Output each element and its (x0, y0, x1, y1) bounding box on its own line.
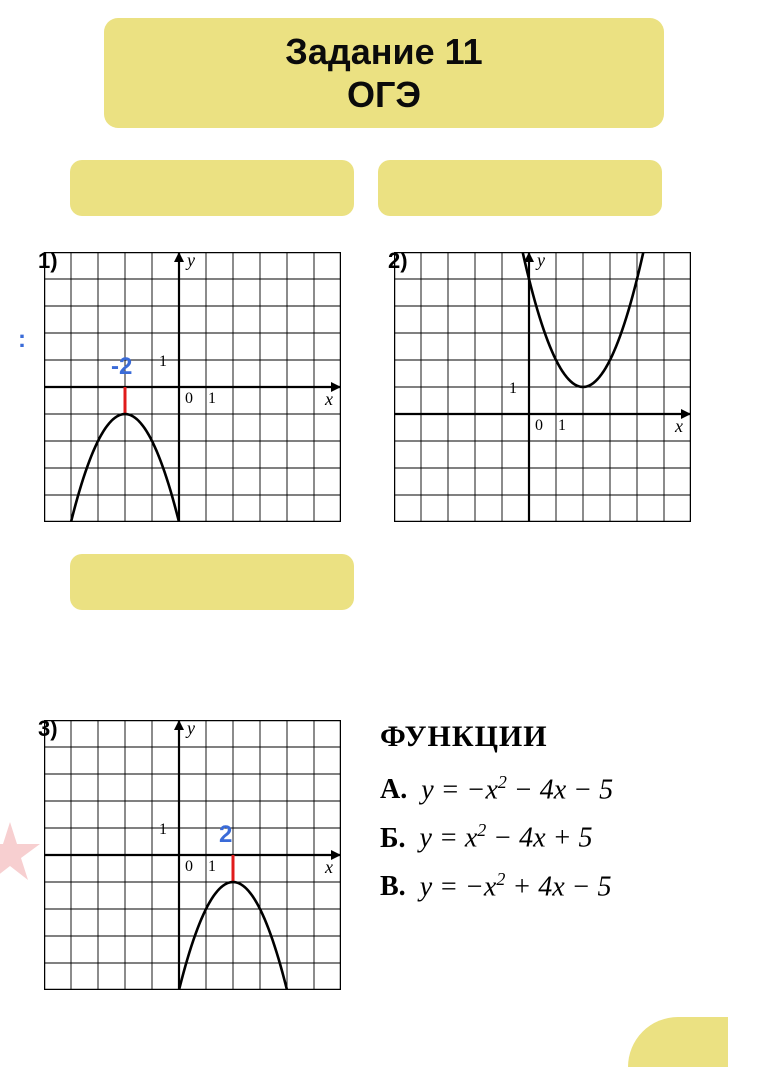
svg-text:x: x (674, 416, 683, 436)
graph-annotation: -2 (111, 353, 132, 381)
pill-top-right (378, 160, 662, 216)
graph-3: 3) yx0112 (44, 720, 341, 990)
svg-text:1: 1 (208, 858, 216, 875)
title-line-2: ОГЭ (347, 73, 421, 116)
svg-text:x: x (324, 857, 333, 877)
svg-text:1: 1 (558, 417, 566, 434)
graph-2-label: 2) (388, 248, 408, 274)
function-expr-1: y = x2 − 4x + 5 (420, 820, 593, 854)
svg-text:x: x (324, 389, 333, 409)
svg-text:1: 1 (159, 353, 167, 370)
function-expr-0: y = −x2 − 4x − 5 (421, 772, 613, 806)
title-box: Задание 11 ОГЭ (104, 18, 664, 128)
function-row-0: А. y = −x2 − 4x − 5 (380, 772, 740, 806)
function-row-1: Б. y = x2 − 4x + 5 (380, 820, 740, 854)
title-line-1: Задание 11 (285, 30, 482, 73)
svg-text:y: y (185, 720, 195, 738)
stray-blue-mark: : (18, 326, 26, 354)
svg-text:1: 1 (208, 390, 216, 407)
corner-decoration (628, 1017, 728, 1067)
function-key-0: А. (380, 774, 407, 806)
graph-annotation: 2 (219, 821, 232, 849)
svg-text:y: y (535, 252, 545, 270)
graph-1-label: 1) (38, 248, 58, 274)
graph-1: 1) yx011-2 (44, 252, 341, 522)
graph-2: 2) yx011 (394, 252, 691, 522)
svg-text:y: y (185, 252, 195, 270)
function-key-1: Б. (380, 823, 406, 855)
pill-top-left (70, 160, 354, 216)
function-expr-2: y = −x2 + 4x − 5 (420, 869, 612, 903)
function-row-2: В. y = −x2 + 4x − 5 (380, 869, 740, 903)
svg-text:0: 0 (185, 390, 193, 407)
star-decoration (0, 820, 42, 884)
svg-text:0: 0 (535, 417, 543, 434)
pill-mid (70, 554, 354, 610)
svg-text:1: 1 (159, 821, 167, 838)
svg-text:0: 0 (185, 858, 193, 875)
functions-block: ФУНКЦИИ А. y = −x2 − 4x − 5 Б. y = x2 − 4x … (380, 720, 740, 917)
functions-title: ФУНКЦИИ (380, 720, 740, 754)
function-key-2: В. (380, 871, 406, 903)
svg-text:1: 1 (509, 380, 517, 397)
graph-3-label: 3) (38, 716, 58, 742)
